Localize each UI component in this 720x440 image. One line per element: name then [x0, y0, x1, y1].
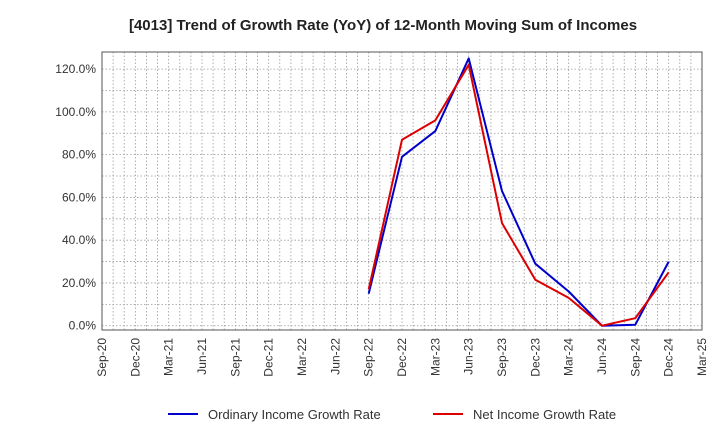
x-tick-label: Mar-22 — [295, 338, 309, 376]
legend: Ordinary Income Growth Rate Net Income Gr… — [168, 407, 616, 422]
x-tick-label: Dec-22 — [395, 338, 409, 377]
x-tick-label: Jun-22 — [328, 338, 342, 375]
plot-area — [101, 51, 703, 331]
x-axis: Sep-20 Dec-20 Mar-21 Jun-21 Sep-21 Dec-21 Mar-… — [95, 338, 709, 377]
series-group — [367, 57, 670, 327]
x-tick-label: Jun-24 — [595, 338, 609, 375]
series-line-net-income — [367, 63, 670, 327]
y-tick-label: 20.0% — [62, 276, 96, 290]
x-tick-label: Mar-21 — [162, 338, 176, 376]
x-tick-label: Sep-21 — [228, 338, 242, 377]
y-tick-label: 0.0% — [69, 319, 97, 333]
x-tick-label: Jun-21 — [195, 338, 209, 375]
x-tick-label: Jun-23 — [462, 338, 476, 375]
y-tick-label: 120.0% — [55, 62, 96, 76]
x-tick-label: Dec-20 — [128, 338, 142, 377]
legend-label: Ordinary Income Growth Rate — [208, 407, 381, 422]
x-tick-label: Sep-23 — [495, 338, 509, 377]
x-tick-label: Sep-24 — [628, 338, 642, 377]
y-tick-label: 80.0% — [62, 148, 96, 162]
x-tick-label: Mar-25 — [695, 338, 709, 376]
series-line-ordinary-income — [367, 57, 670, 327]
legend-label: Net Income Growth Rate — [473, 407, 616, 422]
y-tick-label: 40.0% — [62, 233, 96, 247]
y-tick-label: 60.0% — [62, 190, 96, 204]
x-tick-label: Sep-22 — [362, 338, 376, 377]
x-tick-label: Dec-24 — [662, 338, 676, 377]
grid — [101, 52, 703, 330]
y-tick-label: 100.0% — [55, 105, 96, 119]
chart-title: [4013] Trend of Growth Rate (YoY) of 12-… — [129, 17, 637, 34]
x-tick-label: Mar-24 — [562, 338, 576, 376]
y-axis: 0.0% 20.0% 40.0% 60.0% 80.0% 100.0% 120.0% — [55, 62, 96, 333]
x-tick-label: Mar-23 — [428, 338, 442, 376]
x-tick-label: Sep-20 — [95, 338, 109, 377]
x-tick-label: Dec-21 — [262, 338, 276, 377]
x-tick-label: Dec-23 — [528, 338, 542, 377]
